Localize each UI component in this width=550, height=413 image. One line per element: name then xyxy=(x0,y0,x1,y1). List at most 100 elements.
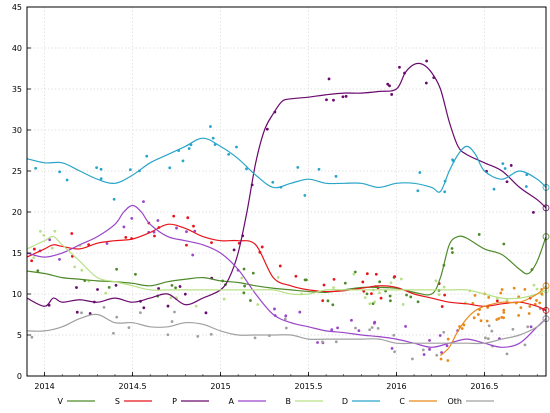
poll-point xyxy=(361,280,365,284)
poll-points xyxy=(30,59,546,362)
poll-point xyxy=(502,308,506,312)
poll-point xyxy=(209,125,212,128)
x-tick-label: 2014.5 xyxy=(119,382,147,391)
y-axis-ticks: 0 5 10 15 20 25 30 35 40 45 xyxy=(12,3,31,381)
poll-point xyxy=(405,293,408,297)
poll-point xyxy=(185,243,188,247)
poll-point xyxy=(442,285,446,289)
poll-point xyxy=(87,243,91,246)
poll-point xyxy=(134,272,137,276)
poll-point xyxy=(362,289,366,293)
legend-label: P xyxy=(172,397,177,406)
poll-point xyxy=(332,98,335,102)
series-line xyxy=(26,62,547,307)
poll-point xyxy=(409,295,413,299)
poll-point xyxy=(505,180,509,184)
poll-point xyxy=(388,84,391,88)
poll-point xyxy=(401,303,405,306)
x-tick-label: 2016 xyxy=(386,382,406,391)
poll-point xyxy=(278,264,282,268)
series-line xyxy=(26,313,547,345)
poll-point xyxy=(374,272,378,276)
poll-point xyxy=(502,316,506,320)
poll-point xyxy=(509,164,513,167)
poll-point xyxy=(370,292,373,296)
y-tick-label: 10 xyxy=(12,290,22,299)
poll-point xyxy=(196,334,200,338)
poll-point xyxy=(376,326,380,330)
poll-point xyxy=(398,65,401,69)
poll-point xyxy=(128,168,132,172)
poll-point xyxy=(519,306,523,310)
poll-point xyxy=(365,292,369,296)
poll-point xyxy=(502,311,506,314)
poll-point xyxy=(105,242,109,245)
poll-point xyxy=(185,230,188,234)
poll-point xyxy=(378,291,381,295)
poll-point xyxy=(249,299,252,302)
poll-point xyxy=(373,300,376,304)
poll-point xyxy=(192,224,195,228)
poll-point xyxy=(112,331,115,335)
poll-point xyxy=(322,283,326,287)
poll-point xyxy=(138,311,142,315)
poll-point xyxy=(535,299,538,302)
series-line xyxy=(440,285,547,356)
poll-point xyxy=(153,234,156,238)
poll-point xyxy=(30,335,34,339)
poll-point xyxy=(363,296,367,300)
poll-point xyxy=(303,194,307,197)
legend-label: Oth xyxy=(447,397,462,406)
poll-point xyxy=(36,269,40,273)
poll-point xyxy=(438,334,442,337)
y-tick-label: 15 xyxy=(12,249,22,258)
poll-point xyxy=(443,293,447,297)
poll-point xyxy=(439,357,443,361)
poll-point xyxy=(284,326,288,330)
poll-point xyxy=(332,286,335,290)
series-lines xyxy=(26,62,547,356)
y-tick-label: 20 xyxy=(12,208,22,217)
poll-point xyxy=(332,277,336,281)
poll-point xyxy=(532,283,536,287)
poll-point xyxy=(336,326,339,330)
poll-point xyxy=(96,288,99,291)
poll-point xyxy=(378,280,382,284)
poll-point xyxy=(535,287,539,291)
poll-point xyxy=(168,166,172,170)
poll-point xyxy=(112,197,116,201)
poll-point xyxy=(298,310,302,314)
poll-point xyxy=(296,165,300,169)
poll-point xyxy=(95,166,99,170)
poll-point xyxy=(486,306,490,309)
y-tick-label: 0 xyxy=(17,372,22,381)
poll-point xyxy=(32,256,36,260)
poll-point xyxy=(156,219,160,222)
poll-point xyxy=(523,343,527,347)
y-tick-label: 45 xyxy=(12,3,22,12)
poll-point xyxy=(209,332,213,336)
poll-point xyxy=(166,333,170,337)
poll-point xyxy=(114,283,118,287)
poll-point xyxy=(484,336,487,340)
poll-point xyxy=(532,210,535,214)
poll-point xyxy=(428,338,431,342)
poll-point xyxy=(211,136,215,140)
poll-point xyxy=(321,299,325,303)
poll-point xyxy=(104,291,108,295)
poll-point xyxy=(479,319,483,323)
poll-point xyxy=(437,293,441,297)
plot-frame xyxy=(26,6,547,377)
poll-point xyxy=(245,167,248,171)
poll-point xyxy=(476,313,480,316)
poll-point xyxy=(169,296,173,300)
poll-point xyxy=(472,316,476,320)
legend-label: A xyxy=(229,397,235,406)
poll-point xyxy=(501,162,505,166)
poll-point xyxy=(80,311,83,315)
y-tick-label: 25 xyxy=(12,167,22,176)
poll-point xyxy=(399,277,403,281)
poll-point xyxy=(462,323,466,327)
poll-point xyxy=(365,272,369,276)
poll-point xyxy=(517,295,521,299)
